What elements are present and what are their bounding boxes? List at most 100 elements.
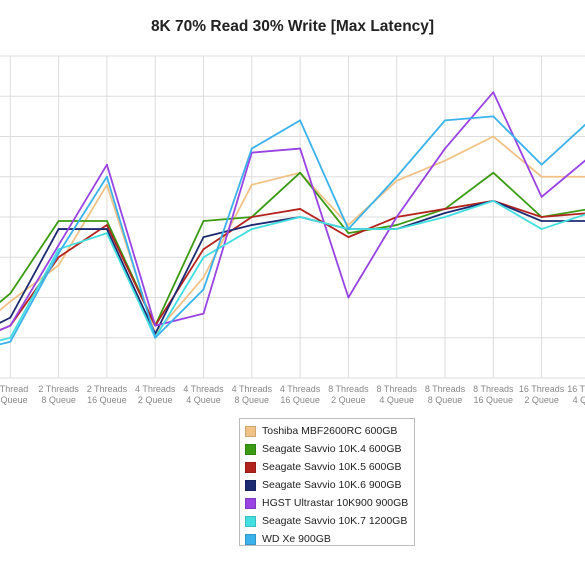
x-tick-label: 4 Threads 4 Queue [183,384,224,405]
data-point [250,228,253,230]
data-point [444,119,446,122]
legend-swatch [245,443,256,455]
legend-swatch [245,497,256,509]
data-point [299,147,301,150]
data-point [299,208,301,210]
x-tick-label: 4 Threads 16 Queue [280,384,321,405]
legend-item: HGST Ultrastar 10K900 900GB [245,494,414,512]
data-point [202,288,205,291]
legend-swatch [245,425,256,437]
data-point [540,195,543,198]
data-point [106,163,108,166]
data-point [57,228,60,230]
legend-swatch [245,479,256,491]
x-tick-label: 8 Threads 2 Queue [328,384,369,405]
data-point [444,159,446,162]
x-tick-label: 4 Threads 8 Queue [232,384,273,405]
data-point [492,135,495,138]
series-line-5 [0,199,585,342]
data-point [540,163,543,166]
data-point [492,91,495,94]
data-point [57,248,60,251]
data-point [106,224,108,226]
data-point [202,220,205,222]
data-point [9,324,12,327]
chart-grid [0,55,585,379]
data-point [395,216,398,218]
data-point [347,228,350,230]
data-point [347,224,350,226]
data-point [250,183,253,186]
chart-series-lines [0,91,585,346]
data-point [250,147,253,150]
data-point [347,296,350,299]
legend-label: Seagate Savvio 10K.4 600GB [262,443,402,455]
data-point [57,220,60,222]
data-point [202,312,205,315]
data-point [57,252,60,255]
data-point [444,212,446,214]
series-line-2 [0,199,585,331]
data-point [250,224,253,226]
data-point [444,216,446,218]
data-point [492,115,495,118]
data-point [299,119,301,122]
data-point [202,276,205,279]
data-point [540,175,543,178]
data-point [106,183,108,186]
x-tick-label: 1 Thread4 Queue [0,384,28,405]
x-tick-label: 2 Threads 16 Queue [87,384,128,405]
data-point [202,256,205,259]
data-point [106,232,108,235]
data-point [154,336,157,339]
data-point [492,171,495,174]
data-point [57,244,60,247]
chart-title: 8K 70% Read 30% Write [Max Latency] [150,18,435,35]
data-point [347,232,350,235]
legend-label: WD Xe 900GB [262,533,331,545]
data-point [540,220,543,222]
chart-legend: Toshiba MBF2600RC 600GB Seagate Savvio 10… [239,418,415,546]
data-point [9,336,12,339]
data-point [9,316,12,319]
data-point [444,147,446,150]
data-point [9,300,12,303]
data-point [299,216,301,218]
data-point [202,236,205,239]
legend-swatch [245,461,256,473]
data-point [57,256,60,259]
legend-item: Toshiba MBF2600RC 600GB [245,422,414,440]
legend-swatch [245,533,256,545]
legend-label: Toshiba MBF2600RC 600GB [262,425,398,437]
data-point [540,228,543,230]
x-tick-label: 2 Threads 8 Queue [38,384,79,405]
legend-swatch [245,515,256,527]
x-tick-label: 16 Threads 2 Queue [519,384,565,405]
data-point [57,264,60,267]
data-point [106,228,108,230]
data-point [395,179,398,182]
data-point [299,171,301,174]
legend-item: Seagate Savvio 10K.7 1200GB [245,512,414,530]
data-point [347,236,350,239]
data-point [492,200,495,202]
data-point [202,248,205,251]
data-point [250,216,253,218]
x-tick-label: 4 Threads 2 Queue [135,384,176,405]
legend-item: Seagate Savvio 10K.6 900GB [245,476,414,494]
legend-label: Seagate Savvio 10K.5 600GB [262,461,402,473]
legend-label: Seagate Savvio 10K.6 900GB [262,479,402,491]
data-point [106,175,108,178]
data-point [9,292,12,295]
legend-item: WD Xe 900GB [245,530,414,548]
legend-item: Seagate Savvio 10K.5 600GB [245,458,414,476]
data-point [444,208,446,210]
data-point [395,175,398,178]
series-line-3 [0,199,585,335]
legend-item: Seagate Savvio 10K.4 600GB [245,440,414,458]
data-point [154,324,157,327]
data-point [106,220,108,222]
legend-label: Seagate Savvio 10K.7 1200GB [262,515,408,527]
